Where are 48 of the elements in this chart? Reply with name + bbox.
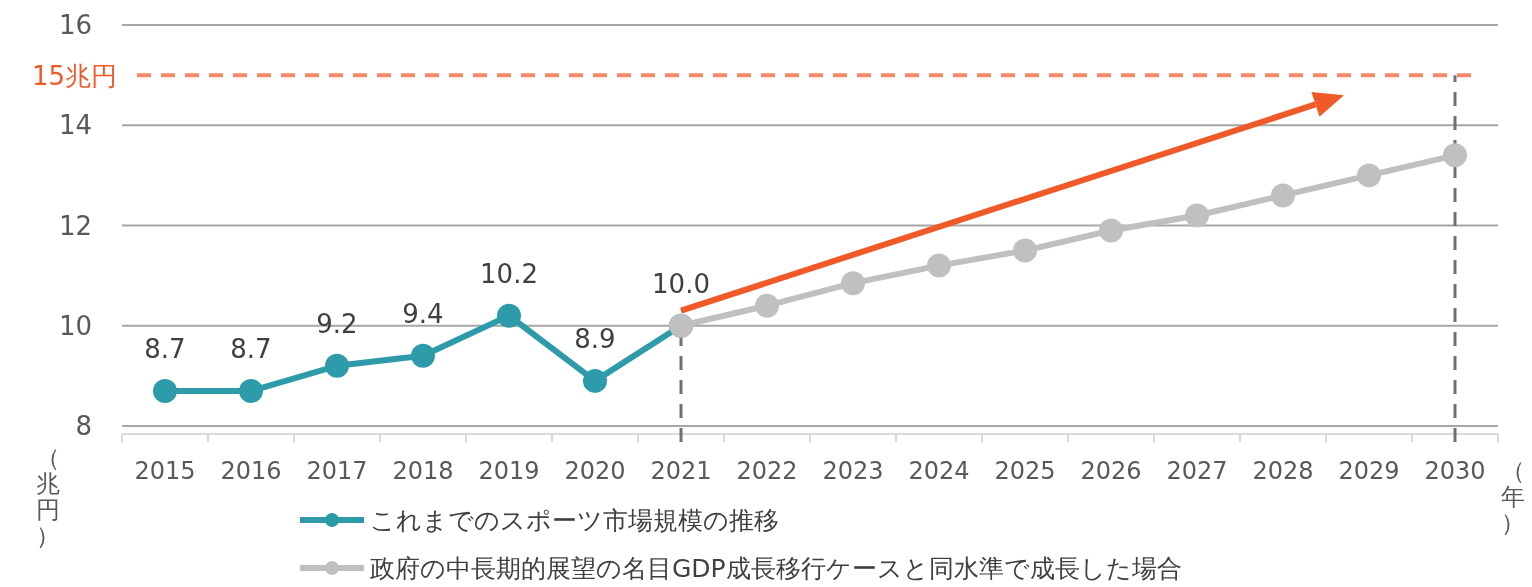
- y-tick-label: 16: [58, 10, 92, 40]
- x-tick-label: 2025: [994, 457, 1056, 485]
- point: [1013, 238, 1037, 263]
- x-tick-label: 2017: [306, 457, 368, 485]
- point: [411, 343, 435, 368]
- data-label: 8.7: [230, 333, 272, 364]
- point: [927, 253, 951, 278]
- ref-line-label: 15兆円: [31, 61, 117, 92]
- point: [153, 378, 177, 403]
- x-tick-label: 2019: [478, 457, 540, 485]
- point: [239, 378, 263, 403]
- y-tick-label: 8: [75, 411, 92, 441]
- x-tick-label: 2030: [1424, 457, 1486, 485]
- y-tick-label: 12: [58, 210, 92, 241]
- x-tick-label: 2022: [736, 457, 798, 485]
- y-tick-label: 10: [58, 310, 92, 341]
- x-tick-label: 2027: [1166, 457, 1228, 485]
- x-tick-label: 2018: [392, 457, 454, 485]
- x-tick-label: 2015: [134, 457, 196, 485]
- point: [841, 271, 865, 296]
- x-tick-label: 2029: [1338, 457, 1400, 485]
- point: [583, 368, 607, 393]
- x-tick-label: 2028: [1252, 457, 1314, 485]
- data-label: 10.0: [652, 268, 710, 299]
- x-tick-label: 2024: [908, 457, 970, 485]
- legend-label: 政府の中長期的展望の名目GDP成長移行ケースと同水準で成長した場合: [370, 554, 1182, 583]
- point: [497, 303, 521, 328]
- point: [1099, 218, 1123, 243]
- y-tick-label: 14: [58, 110, 92, 141]
- point: [1443, 143, 1467, 168]
- y-axis-title: （兆円）: [36, 444, 60, 550]
- legend-label: これまでのスポーツ市場規模の推移: [370, 506, 779, 535]
- x-tick-label: 2016: [220, 457, 282, 485]
- point: [1271, 183, 1295, 208]
- data-label: 9.4: [402, 298, 444, 329]
- point: [325, 353, 349, 378]
- data-label: 8.7: [144, 333, 186, 364]
- x-tick-label: 2023: [822, 457, 884, 485]
- x-tick-label: 2020: [564, 457, 626, 485]
- x-tick-label: 2021: [650, 457, 712, 485]
- point: [1185, 203, 1209, 228]
- point: [755, 293, 779, 318]
- data-label: 10.2: [480, 258, 538, 289]
- x-tick-label: 2026: [1080, 457, 1142, 485]
- data-label: 8.9: [574, 323, 616, 354]
- data-label: 9.2: [316, 308, 358, 339]
- point: [1357, 163, 1381, 188]
- x-axis-title: （年）: [1501, 457, 1525, 537]
